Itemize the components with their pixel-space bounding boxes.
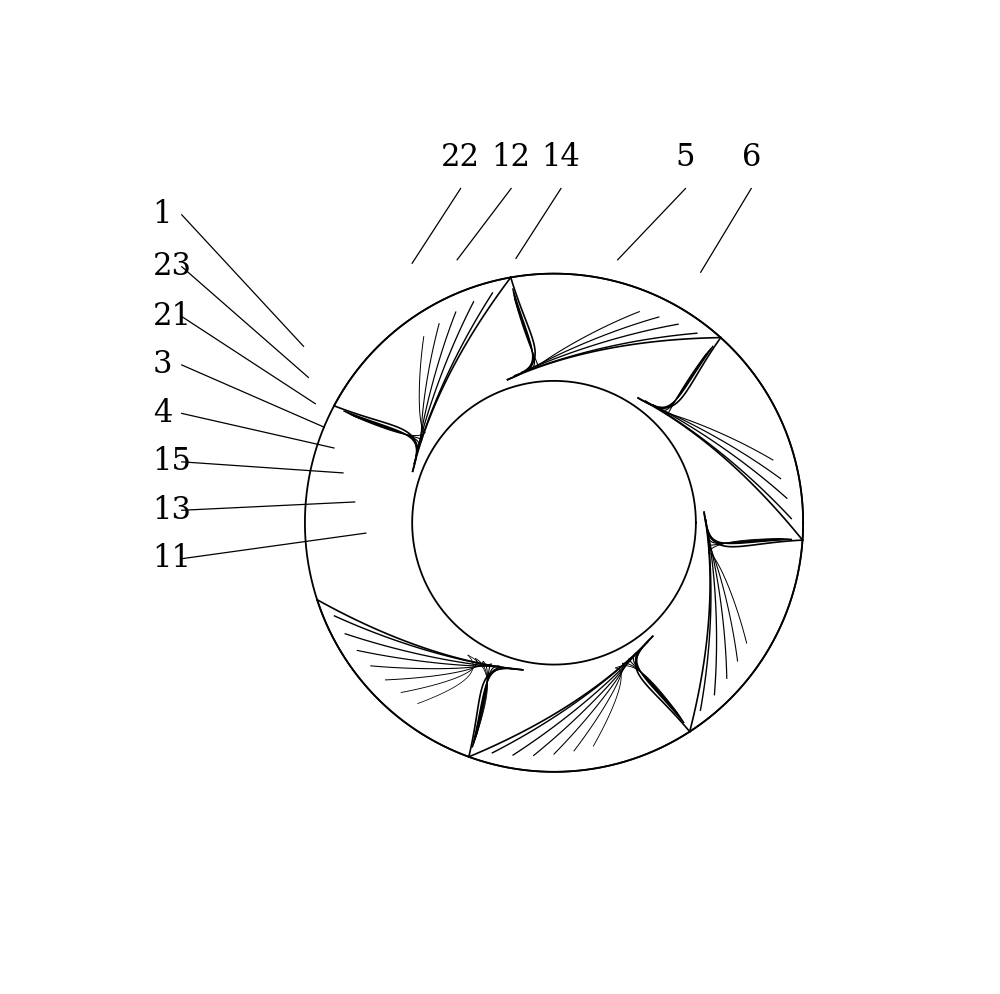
Text: 1: 1 [153, 200, 172, 231]
Text: 11: 11 [153, 543, 192, 575]
Text: 3: 3 [153, 350, 172, 381]
Text: 12: 12 [492, 142, 531, 173]
Text: 14: 14 [542, 142, 580, 173]
Text: 21: 21 [153, 301, 192, 332]
Text: 5: 5 [676, 142, 695, 173]
Text: 6: 6 [742, 142, 761, 173]
Text: 13: 13 [153, 495, 192, 526]
Text: 22: 22 [441, 142, 480, 173]
Text: 23: 23 [153, 251, 192, 282]
Text: 15: 15 [153, 446, 192, 477]
Text: 4: 4 [153, 398, 172, 428]
